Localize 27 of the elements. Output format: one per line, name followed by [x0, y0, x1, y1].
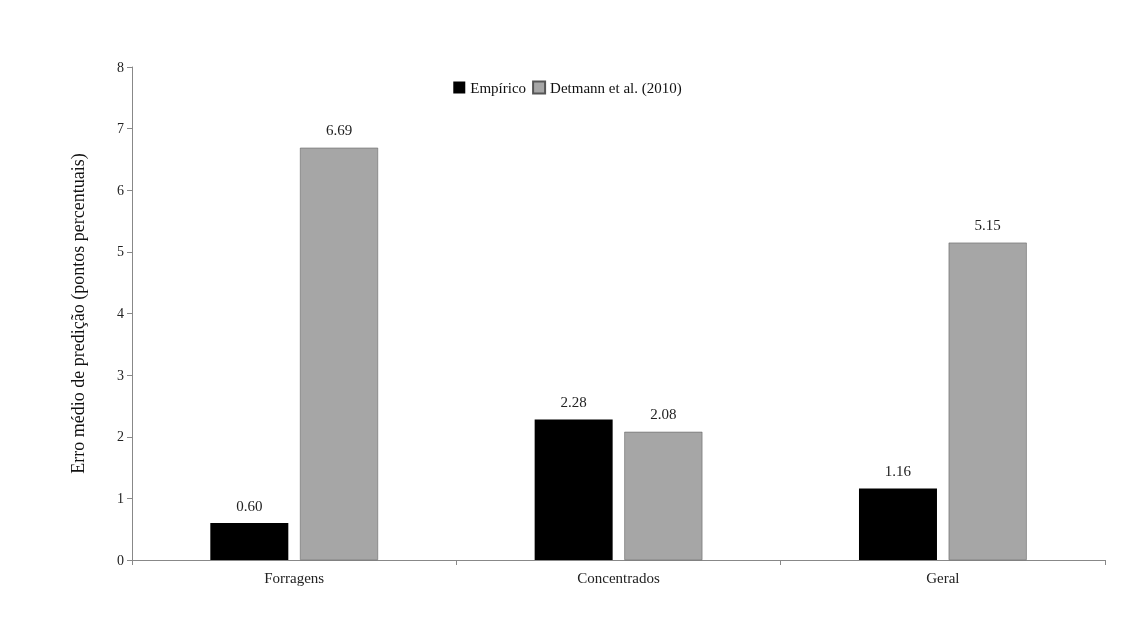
- y-tick-label: 8: [117, 59, 124, 75]
- data-label: 1.16: [884, 463, 912, 480]
- bar: [300, 147, 379, 560]
- x-tick-label: Concentrados: [577, 569, 660, 586]
- bar: [858, 488, 937, 560]
- y-tick-label: 4: [117, 306, 124, 321]
- y-tick-label: 3: [117, 367, 124, 383]
- x-tick-label: Geral: [926, 569, 960, 586]
- bar: [534, 419, 613, 560]
- y-tick-label: 7: [117, 121, 124, 137]
- data-label: 2.08: [650, 406, 677, 423]
- legend-label: Detmann et al. (2010): [550, 79, 682, 97]
- y-tick-label: 6: [117, 182, 124, 198]
- y-tick-label: 1: [117, 490, 124, 506]
- x-tick-label: Forragens: [264, 569, 325, 586]
- bar: [948, 242, 1027, 560]
- legend-label: Empírico: [470, 79, 527, 96]
- y-tick-label: 0: [117, 552, 124, 568]
- bar: [210, 523, 289, 560]
- y-tick-label: 5: [117, 244, 124, 260]
- data-label: 6.69: [325, 122, 353, 139]
- data-label: 5.15: [974, 217, 1001, 234]
- y-tick-label: 2: [117, 429, 124, 445]
- data-label: 0.60: [236, 497, 263, 514]
- bar: [624, 431, 703, 560]
- data-label: 2.28: [560, 393, 587, 410]
- y-axis-title: Erro médio de predição (pontos percentuais): [68, 153, 89, 474]
